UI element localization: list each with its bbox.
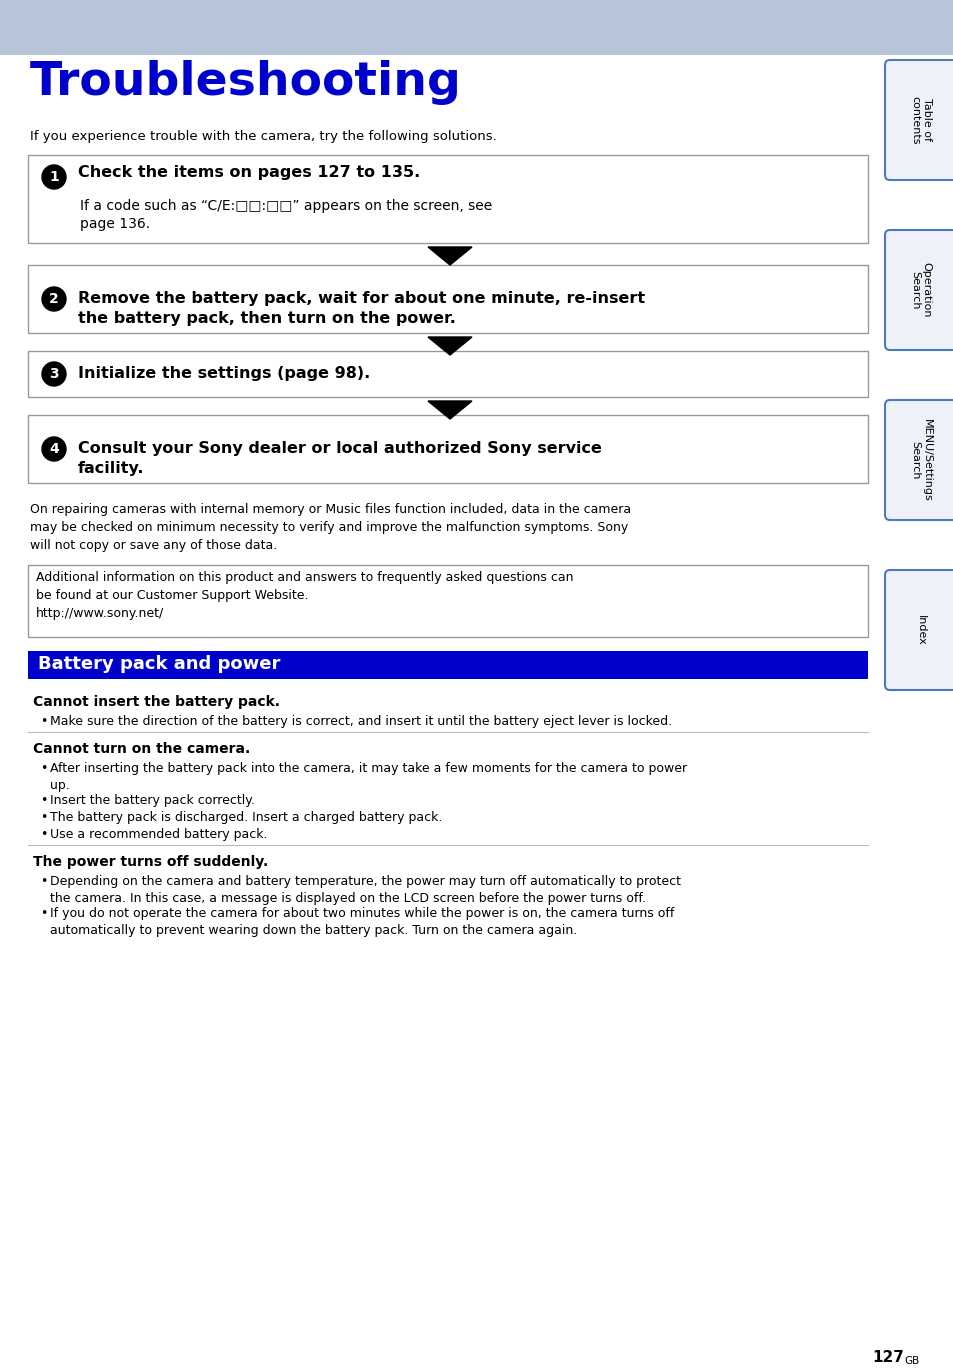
Polygon shape — [428, 338, 472, 355]
Text: Depending on the camera and battery temperature, the power may turn off automati: Depending on the camera and battery temp… — [50, 875, 680, 906]
FancyBboxPatch shape — [28, 351, 867, 397]
Text: Cannot insert the battery pack.: Cannot insert the battery pack. — [33, 696, 280, 709]
Text: •: • — [40, 761, 48, 775]
FancyBboxPatch shape — [884, 60, 953, 180]
Text: Battery pack and power: Battery pack and power — [38, 654, 280, 674]
Text: 127: 127 — [871, 1350, 902, 1365]
Text: GB: GB — [903, 1356, 919, 1367]
FancyBboxPatch shape — [28, 155, 867, 243]
Text: After inserting the battery pack into the camera, it may take a few moments for : After inserting the battery pack into th… — [50, 761, 686, 792]
Text: Additional information on this product and answers to frequently asked questions: Additional information on this product a… — [36, 571, 573, 620]
FancyBboxPatch shape — [28, 650, 867, 679]
FancyBboxPatch shape — [28, 265, 867, 333]
Circle shape — [42, 287, 66, 311]
Text: Troubleshooting: Troubleshooting — [30, 60, 461, 106]
Polygon shape — [428, 247, 472, 265]
Text: Operation
Search: Operation Search — [909, 262, 931, 318]
Text: •: • — [40, 811, 48, 825]
FancyBboxPatch shape — [0, 0, 953, 55]
Text: Consult your Sony dealer or local authorized Sony service
facility.: Consult your Sony dealer or local author… — [78, 440, 601, 476]
Text: •: • — [40, 907, 48, 921]
Text: •: • — [40, 827, 48, 841]
Text: Cannot turn on the camera.: Cannot turn on the camera. — [33, 742, 250, 756]
FancyBboxPatch shape — [28, 414, 867, 483]
FancyBboxPatch shape — [884, 569, 953, 690]
Text: 1: 1 — [49, 170, 59, 184]
Text: •: • — [40, 794, 48, 807]
Circle shape — [42, 165, 66, 189]
Text: •: • — [40, 875, 48, 888]
Text: Use a recommended battery pack.: Use a recommended battery pack. — [50, 827, 267, 841]
Text: If you do not operate the camera for about two minutes while the power is on, th: If you do not operate the camera for abo… — [50, 907, 674, 937]
Text: Insert the battery pack correctly.: Insert the battery pack correctly. — [50, 794, 254, 807]
Polygon shape — [428, 401, 472, 418]
Circle shape — [42, 438, 66, 461]
FancyBboxPatch shape — [884, 230, 953, 350]
Circle shape — [42, 362, 66, 386]
FancyBboxPatch shape — [0, 55, 953, 1372]
Text: If you experience trouble with the camera, try the following solutions.: If you experience trouble with the camer… — [30, 130, 497, 143]
Text: Remove the battery pack, wait for about one minute, re-insert
the battery pack, : Remove the battery pack, wait for about … — [78, 291, 644, 325]
FancyBboxPatch shape — [884, 401, 953, 520]
Text: The power turns off suddenly.: The power turns off suddenly. — [33, 855, 268, 868]
Text: Table of
contents: Table of contents — [909, 96, 931, 144]
Text: Initialize the settings (page 98).: Initialize the settings (page 98). — [78, 366, 370, 381]
Text: The battery pack is discharged. Insert a charged battery pack.: The battery pack is discharged. Insert a… — [50, 811, 442, 825]
Text: Index: Index — [915, 615, 925, 645]
Text: •: • — [40, 715, 48, 729]
FancyBboxPatch shape — [28, 565, 867, 637]
Text: 4: 4 — [49, 442, 59, 456]
Text: If a code such as “C/E:□□:□□” appears on the screen, see
page 136.: If a code such as “C/E:□□:□□” appears on… — [80, 199, 492, 232]
Text: 3: 3 — [50, 366, 59, 381]
Text: MENU/Settings
Search: MENU/Settings Search — [909, 418, 931, 501]
Text: Make sure the direction of the battery is correct, and insert it until the batte: Make sure the direction of the battery i… — [50, 715, 672, 729]
Text: On repairing cameras with internal memory or Music files function included, data: On repairing cameras with internal memor… — [30, 504, 631, 552]
Text: Check the items on pages 127 to 135.: Check the items on pages 127 to 135. — [78, 165, 420, 180]
Text: 2: 2 — [49, 292, 59, 306]
